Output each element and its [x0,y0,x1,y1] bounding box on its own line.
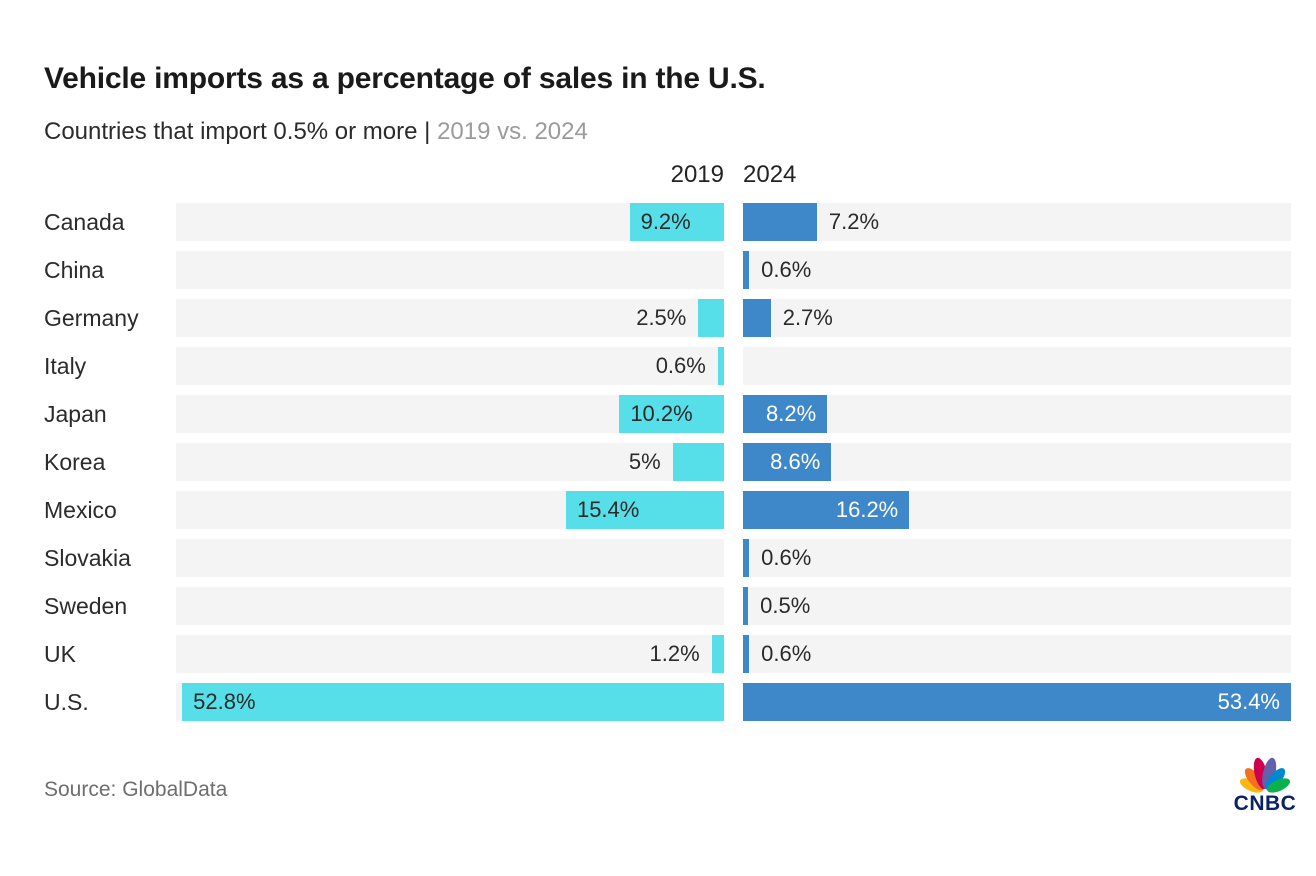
bar-track-2024-slovakia: 0.6% [743,539,1291,577]
cnbc-peacock-icon [1239,757,1291,793]
row-label-germany: Germany [44,304,139,331]
value-label-2024-korea: 8.6% [770,449,821,474]
cnbc-wordmark: CNBC [1233,792,1297,815]
row-label-italy: Italy [44,352,87,379]
bar-2019-korea [672,443,724,481]
bar-track-2019-germany: 2.5% [176,299,724,337]
bar-2019-canada [629,203,724,241]
bar-track-2019-japan: 10.2% [176,395,724,433]
value-label-2024-germany: 2.7% [782,305,833,330]
value-label-2019-mexico: 15.4% [576,497,640,522]
bar-track-2019-sweden [176,587,724,625]
column-headers: 2019 2024 [176,161,1291,189]
bar-2024-canada [743,203,817,241]
bar-2019-uk [711,635,724,673]
value-label-2019-korea: 5% [628,449,661,474]
bar-2024-korea [743,443,832,481]
bar-track-2019-us: 52.8% [176,683,724,721]
chart-row-mexico: Mexico 15.4% 16.2% [44,491,1291,529]
bar-track-2019-uk: 1.2% [176,635,724,673]
chart-row-sweden: Sweden 0.5% [44,587,1291,625]
value-label-2019-canada: 9.2% [640,209,691,234]
chart-row-canada: Canada 9.2% 7.2% [44,203,1291,241]
chart-subtitle: Countries that import 0.5% or more | 201… [44,118,588,146]
value-label-2019-uk: 1.2% [649,641,700,666]
row-label-slovakia: Slovakia [44,544,131,571]
value-label-2024-slovakia: 0.6% [761,545,812,570]
row-label-us: U.S. [44,688,89,715]
bar-2024-uk [743,635,750,673]
bar-2024-sweden [743,587,749,625]
bar-track-2024-canada: 7.2% [743,203,1291,241]
value-label-2024-uk: 0.6% [761,641,812,666]
bar-2024-china [743,251,750,289]
bar-track-2019-slovakia [176,539,724,577]
value-label-2019-us: 52.8% [193,689,256,714]
chart-row-japan: Japan 10.2% 8.2% [44,395,1291,433]
value-label-2024-canada: 7.2% [828,209,880,234]
value-label-2019-japan: 10.2% [630,401,693,426]
chart-row-uk: UK 1.2% 0.6% [44,635,1291,673]
chart-row-slovakia: Slovakia 0.6% [44,539,1291,577]
chart-title: Vehicle imports as a percentage of sales… [44,62,766,96]
bar-2024-slovakia [743,539,750,577]
value-label-2024-mexico: 16.2% [835,497,899,522]
chart-row-china: China 0.6% [44,251,1291,289]
bar-2019-japan [619,395,724,433]
bar-2019-us [182,683,724,721]
chart-row-us: U.S. 52.8% 53.4% [44,683,1291,721]
subtitle-main: Countries that import 0.5% or more | [44,118,438,145]
bar-track-2024-germany: 2.7% [743,299,1291,337]
row-label-china: China [44,256,105,283]
subtitle-comparison-years: 2019 vs. 2024 [437,118,588,145]
value-label-2024-japan: 8.2% [766,401,817,426]
row-label-canada: Canada [44,208,125,235]
bar-track-2019-canada: 9.2% [176,203,724,241]
row-label-japan: Japan [44,400,107,427]
bar-track-2024-us: 53.4% [743,683,1291,721]
value-label-2024-china: 0.6% [761,257,812,282]
bar-2019-mexico [565,491,724,529]
cnbc-logo: CNBC [1230,752,1300,816]
bar-track-2019-korea: 5% [176,443,724,481]
chart-row-korea: Korea 5% 8.6% [44,443,1291,481]
chart-row-italy: Italy 0.6% [44,347,1291,385]
chart-rows: Canada 9.2% 7.2% China 0.6% Germany 2.5% 2.7% It… [44,203,1291,731]
bar-2024-us [743,683,1291,721]
column-header-2024: 2024 [743,161,797,188]
bar-track-2024-japan: 8.2% [743,395,1291,433]
chart-row-germany: Germany 2.5% 2.7% [44,299,1291,337]
value-label-2019-italy: 0.6% [655,353,706,378]
row-label-uk: UK [44,640,76,667]
value-label-2019-germany: 2.5% [636,305,687,330]
bar-2024-mexico [743,491,910,529]
row-label-korea: Korea [44,448,106,475]
row-label-sweden: Sweden [44,592,128,619]
bar-track-2024-china: 0.6% [743,251,1291,289]
value-label-2024-sweden: 0.5% [760,593,811,618]
bar-track-2024-sweden: 0.5% [743,587,1291,625]
row-label-mexico: Mexico [44,496,117,523]
bar-track-2019-china [176,251,724,289]
column-header-2019: 2019 [670,161,724,188]
bar-track-2019-mexico: 15.4% [176,491,724,529]
bar-track-2024-italy [743,347,1291,385]
value-label-2024-us: 53.4% [1217,689,1280,714]
bar-2024-japan [743,395,828,433]
source-label: Source: GlobalData [44,778,228,801]
bar-track-2024-mexico: 16.2% [743,491,1291,529]
bar-2024-germany [743,299,771,337]
bar-2019-italy [717,347,724,385]
bar-track-2019-italy: 0.6% [176,347,724,385]
bar-2019-germany [698,299,724,337]
column-divider [724,161,743,189]
bar-track-2024-uk: 0.6% [743,635,1291,673]
bar-track-2024-korea: 8.6% [743,443,1291,481]
